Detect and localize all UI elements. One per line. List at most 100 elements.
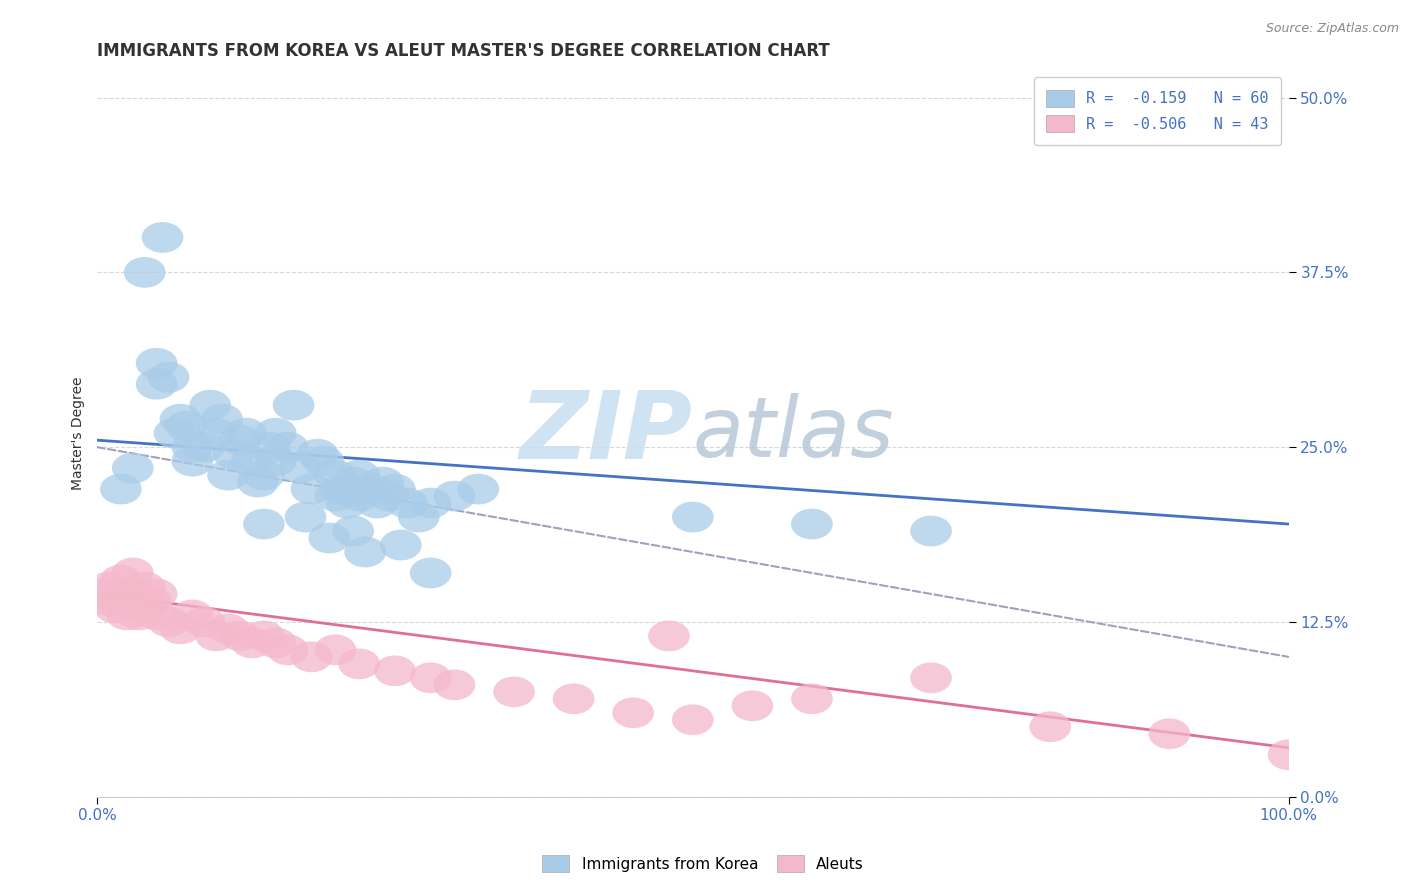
Ellipse shape: [243, 508, 284, 540]
Ellipse shape: [129, 585, 172, 616]
Ellipse shape: [291, 474, 332, 505]
Ellipse shape: [326, 488, 368, 518]
Ellipse shape: [148, 362, 190, 392]
Text: ZIP: ZIP: [520, 387, 693, 479]
Ellipse shape: [94, 592, 136, 624]
Ellipse shape: [1149, 718, 1191, 749]
Ellipse shape: [100, 474, 142, 505]
Ellipse shape: [183, 607, 225, 637]
Ellipse shape: [339, 459, 380, 491]
Ellipse shape: [278, 453, 321, 483]
Ellipse shape: [124, 592, 166, 624]
Ellipse shape: [219, 425, 262, 456]
Ellipse shape: [387, 488, 427, 518]
Ellipse shape: [112, 453, 153, 483]
Ellipse shape: [1029, 712, 1071, 742]
Ellipse shape: [148, 607, 190, 637]
Ellipse shape: [249, 432, 291, 463]
Ellipse shape: [243, 459, 284, 491]
Ellipse shape: [315, 459, 356, 491]
Ellipse shape: [219, 621, 262, 651]
Ellipse shape: [350, 474, 392, 505]
Ellipse shape: [792, 508, 832, 540]
Ellipse shape: [672, 501, 714, 533]
Ellipse shape: [136, 348, 177, 378]
Ellipse shape: [433, 669, 475, 700]
Ellipse shape: [433, 481, 475, 511]
Ellipse shape: [398, 501, 440, 533]
Ellipse shape: [89, 585, 129, 616]
Ellipse shape: [315, 481, 356, 511]
Ellipse shape: [267, 634, 308, 665]
Ellipse shape: [172, 446, 214, 476]
Ellipse shape: [613, 698, 654, 728]
Ellipse shape: [457, 474, 499, 505]
Legend: R =  -0.159   N = 60, R =  -0.506   N = 43: R = -0.159 N = 60, R = -0.506 N = 43: [1035, 78, 1281, 145]
Ellipse shape: [368, 481, 409, 511]
Ellipse shape: [243, 621, 284, 651]
Ellipse shape: [315, 634, 356, 665]
Ellipse shape: [267, 432, 308, 463]
Ellipse shape: [166, 411, 207, 442]
Ellipse shape: [238, 467, 278, 498]
Ellipse shape: [112, 579, 153, 609]
Ellipse shape: [225, 417, 267, 449]
Ellipse shape: [409, 558, 451, 589]
Ellipse shape: [124, 572, 166, 602]
Ellipse shape: [273, 390, 315, 421]
Ellipse shape: [100, 565, 142, 595]
Ellipse shape: [183, 432, 225, 463]
Ellipse shape: [254, 627, 297, 658]
Ellipse shape: [160, 614, 201, 644]
Ellipse shape: [124, 257, 166, 288]
Ellipse shape: [254, 417, 297, 449]
Text: Source: ZipAtlas.com: Source: ZipAtlas.com: [1265, 22, 1399, 36]
Ellipse shape: [910, 663, 952, 693]
Ellipse shape: [380, 530, 422, 560]
Ellipse shape: [195, 417, 238, 449]
Ellipse shape: [100, 585, 142, 616]
Ellipse shape: [308, 523, 350, 553]
Ellipse shape: [118, 599, 160, 631]
Ellipse shape: [136, 369, 177, 400]
Ellipse shape: [112, 558, 153, 589]
Ellipse shape: [553, 683, 595, 714]
Ellipse shape: [363, 467, 404, 498]
Ellipse shape: [792, 683, 832, 714]
Ellipse shape: [89, 572, 129, 602]
Ellipse shape: [153, 417, 195, 449]
Ellipse shape: [374, 656, 416, 686]
Text: atlas: atlas: [693, 392, 894, 474]
Ellipse shape: [136, 579, 177, 609]
Ellipse shape: [142, 222, 183, 252]
Ellipse shape: [172, 599, 214, 631]
Ellipse shape: [105, 599, 148, 631]
Ellipse shape: [291, 641, 332, 673]
Ellipse shape: [207, 614, 249, 644]
Ellipse shape: [910, 516, 952, 547]
Ellipse shape: [344, 537, 387, 567]
Ellipse shape: [1268, 739, 1309, 770]
Ellipse shape: [297, 439, 339, 469]
Ellipse shape: [321, 474, 363, 505]
Ellipse shape: [326, 474, 368, 505]
Ellipse shape: [339, 648, 380, 679]
Ellipse shape: [214, 439, 254, 469]
Ellipse shape: [302, 446, 344, 476]
Ellipse shape: [731, 690, 773, 721]
Ellipse shape: [648, 621, 690, 651]
Ellipse shape: [672, 705, 714, 735]
Ellipse shape: [201, 404, 243, 434]
Ellipse shape: [332, 467, 374, 498]
Ellipse shape: [356, 488, 398, 518]
Ellipse shape: [409, 663, 451, 693]
Ellipse shape: [284, 501, 326, 533]
Ellipse shape: [160, 404, 201, 434]
Ellipse shape: [172, 432, 214, 463]
Ellipse shape: [231, 627, 273, 658]
Ellipse shape: [332, 516, 374, 547]
Ellipse shape: [409, 488, 451, 518]
Ellipse shape: [136, 599, 177, 631]
Ellipse shape: [190, 390, 231, 421]
Y-axis label: Master's Degree: Master's Degree: [72, 376, 86, 490]
